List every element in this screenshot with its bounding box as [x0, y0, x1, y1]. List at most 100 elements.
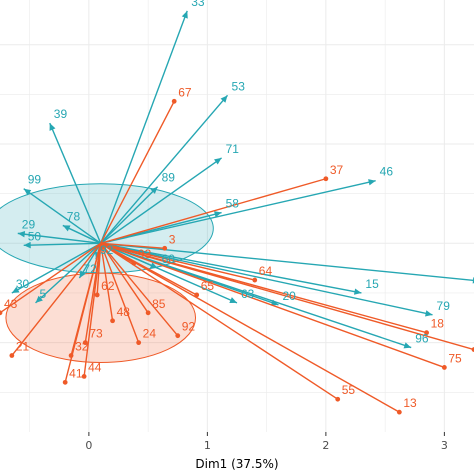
arrow-head	[17, 231, 26, 238]
arrow-line	[100, 243, 114, 321]
point-marker	[9, 353, 15, 358]
point-label: 33	[191, 0, 205, 9]
point-label: 73	[89, 327, 103, 341]
x-tick-label: 1	[204, 439, 211, 452]
point-label: 32	[75, 340, 89, 354]
point-label: 24	[143, 327, 157, 341]
point-marker	[424, 330, 429, 336]
point-marker	[162, 245, 168, 251]
point-marker	[82, 340, 88, 346]
point-label: 50	[28, 229, 42, 243]
point-marker	[62, 379, 68, 385]
point-label: 58	[226, 197, 240, 211]
point-label: 29	[22, 217, 36, 231]
point-label: 44	[88, 360, 102, 374]
arrow-line	[100, 242, 474, 351]
point-label: 79	[437, 299, 451, 313]
arrow-head	[23, 241, 31, 249]
arrow-head	[62, 225, 71, 232]
point-label: 15	[365, 277, 379, 291]
arrow-head	[150, 186, 158, 194]
arrow-line	[83, 243, 102, 377]
point-label: 93	[138, 247, 152, 261]
point-marker	[252, 277, 258, 283]
point-label: 71	[226, 142, 240, 156]
point-label: 85	[152, 297, 166, 311]
arrow-head	[214, 211, 222, 218]
x-tick-label: 0	[85, 439, 92, 452]
plot-panel	[0, 0, 474, 432]
arrow-line	[100, 242, 400, 413]
point-label: 92	[100, 243, 114, 257]
arrow-line	[11, 242, 102, 294]
arrow-line	[0, 242, 102, 314]
point-label: 41	[69, 366, 83, 380]
point-label: 53	[232, 79, 246, 93]
point-label: 13	[403, 396, 417, 410]
arrow-line	[100, 157, 222, 244]
point-label: 37	[330, 163, 344, 177]
point-label: 89	[162, 171, 176, 185]
arrow-head	[229, 297, 237, 304]
point-label: 20	[282, 289, 296, 303]
arrow-head	[35, 295, 43, 303]
point-marker	[0, 310, 3, 316]
arrow-line	[100, 242, 165, 249]
arrow-head	[49, 123, 56, 131]
point-marker	[81, 373, 87, 379]
arrow-line	[35, 242, 102, 304]
point-label: 96	[415, 332, 429, 346]
arrow-line	[100, 186, 159, 244]
arrow-head	[181, 10, 188, 19]
arrow-head	[403, 342, 412, 349]
arrow-head	[11, 286, 20, 293]
arrow-line	[17, 232, 101, 245]
point-marker	[323, 176, 329, 182]
arrow-line	[100, 242, 362, 294]
point-marker	[94, 292, 100, 298]
arrows	[0, 10, 474, 415]
point-label: 72	[83, 262, 97, 276]
point-label: 65	[201, 279, 215, 293]
arrow-line	[100, 10, 188, 244]
arrow-line	[100, 243, 140, 343]
x-axis: 0 1 2 3	[85, 432, 448, 452]
point-label: 64	[259, 264, 273, 278]
x-axis-title: Dim1 (37.5%)	[195, 457, 278, 471]
point-label: 60	[162, 252, 176, 266]
point-marker	[175, 333, 181, 339]
point-label: 30	[16, 277, 30, 291]
arrow-line	[100, 100, 175, 244]
point-marker	[136, 340, 142, 346]
point-label: 21	[16, 340, 30, 354]
point-marker	[110, 318, 115, 324]
arrow-line	[100, 242, 445, 369]
arrow-line	[100, 94, 229, 244]
arrow-line	[100, 242, 339, 400]
arrow-head	[79, 270, 86, 279]
arrow-line	[64, 243, 102, 383]
arrow-head	[220, 95, 228, 103]
ellipse-series-2	[5, 272, 197, 363]
point-label: 48	[117, 305, 131, 319]
point-label: 39	[54, 107, 68, 121]
point-label: 3	[169, 232, 176, 246]
arrow-line	[23, 242, 101, 246]
arrow-line	[100, 242, 149, 314]
arrow-head	[23, 188, 32, 196]
arrow-line	[100, 178, 327, 244]
arrow-line	[100, 242, 412, 349]
point-marker	[335, 396, 341, 402]
grid	[0, 0, 474, 432]
point-label: 92	[182, 320, 196, 334]
point-label: 46	[380, 165, 394, 179]
arrow-line	[49, 122, 102, 244]
point-label: 18	[431, 317, 445, 331]
x-tick-label: 2	[322, 439, 329, 452]
point-marker	[441, 365, 447, 370]
arrow-line	[100, 242, 238, 304]
point-label: 63	[241, 287, 255, 301]
point-marker	[171, 98, 177, 104]
